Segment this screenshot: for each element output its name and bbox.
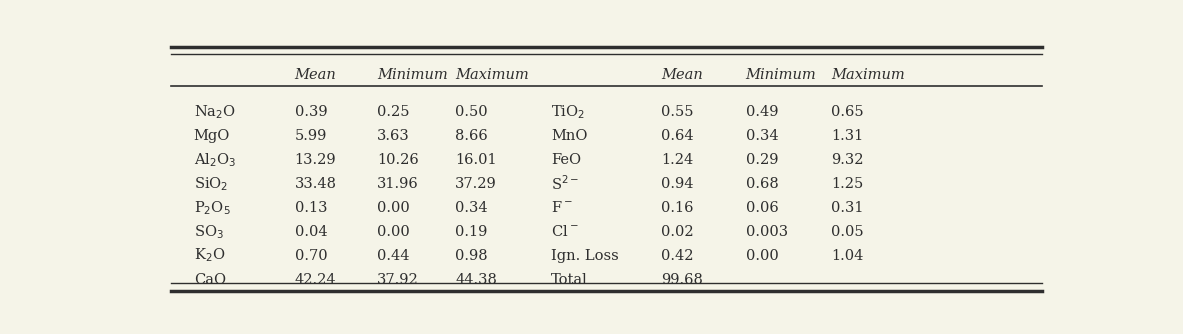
Text: 0.29: 0.29 <box>745 153 778 167</box>
Text: 37.92: 37.92 <box>377 273 419 287</box>
Text: 0.00: 0.00 <box>377 201 409 215</box>
Text: 0.68: 0.68 <box>745 177 778 191</box>
Text: 16.01: 16.01 <box>455 153 497 167</box>
Text: 0.04: 0.04 <box>295 225 328 239</box>
Text: 13.29: 13.29 <box>295 153 336 167</box>
Text: Na$_2$O: Na$_2$O <box>194 103 235 121</box>
Text: 0.55: 0.55 <box>661 105 693 119</box>
Text: 0.42: 0.42 <box>661 248 693 263</box>
Text: 0.003: 0.003 <box>745 225 788 239</box>
Text: 0.44: 0.44 <box>377 248 409 263</box>
Text: 0.98: 0.98 <box>455 248 487 263</box>
Text: 0.19: 0.19 <box>455 225 487 239</box>
Text: Cl$^-$: Cl$^-$ <box>551 224 578 239</box>
Text: Maximum: Maximum <box>830 68 905 82</box>
Text: P$_2$O$_5$: P$_2$O$_5$ <box>194 199 231 217</box>
Text: 0.94: 0.94 <box>661 177 693 191</box>
Text: 0.34: 0.34 <box>455 201 487 215</box>
Text: 0.00: 0.00 <box>745 248 778 263</box>
Text: 0.64: 0.64 <box>661 129 694 143</box>
Text: 42.24: 42.24 <box>295 273 336 287</box>
Text: Mean: Mean <box>661 68 703 82</box>
Text: 37.29: 37.29 <box>455 177 497 191</box>
Text: 0.25: 0.25 <box>377 105 409 119</box>
Text: SO$_3$: SO$_3$ <box>194 223 224 240</box>
Text: Minimum: Minimum <box>377 68 448 82</box>
Text: 0.31: 0.31 <box>830 201 864 215</box>
Text: 0.16: 0.16 <box>661 201 693 215</box>
Text: Total: Total <box>551 273 588 287</box>
Text: 8.66: 8.66 <box>455 129 487 143</box>
Text: Ign. Loss: Ign. Loss <box>551 248 619 263</box>
Text: 0.34: 0.34 <box>745 129 778 143</box>
Text: F$^-$: F$^-$ <box>551 200 573 215</box>
Text: 10.26: 10.26 <box>377 153 419 167</box>
Text: K$_2$O: K$_2$O <box>194 247 225 265</box>
Text: 99.68: 99.68 <box>661 273 703 287</box>
Text: MnO: MnO <box>551 129 588 143</box>
Text: 44.38: 44.38 <box>455 273 497 287</box>
Text: S$^{2-}$: S$^{2-}$ <box>551 174 580 193</box>
Text: 0.06: 0.06 <box>745 201 778 215</box>
Text: 0.49: 0.49 <box>745 105 778 119</box>
Text: FeO: FeO <box>551 153 581 167</box>
Text: 9.32: 9.32 <box>830 153 864 167</box>
Text: 0.00: 0.00 <box>377 225 409 239</box>
Text: Minimum: Minimum <box>745 68 816 82</box>
Text: 0.05: 0.05 <box>830 225 864 239</box>
Text: 3.63: 3.63 <box>377 129 409 143</box>
Text: 0.50: 0.50 <box>455 105 487 119</box>
Text: 1.24: 1.24 <box>661 153 693 167</box>
Text: 0.65: 0.65 <box>830 105 864 119</box>
Text: 0.70: 0.70 <box>295 248 328 263</box>
Text: 5.99: 5.99 <box>295 129 327 143</box>
Text: Mean: Mean <box>295 68 336 82</box>
Text: Al$_2$O$_3$: Al$_2$O$_3$ <box>194 151 235 169</box>
Text: SiO$_2$: SiO$_2$ <box>194 175 228 193</box>
Text: 1.25: 1.25 <box>830 177 864 191</box>
Text: CaO: CaO <box>194 273 226 287</box>
Text: TiO$_2$: TiO$_2$ <box>551 103 586 121</box>
Text: MgO: MgO <box>194 129 230 143</box>
Text: 1.04: 1.04 <box>830 248 864 263</box>
Text: 31.96: 31.96 <box>377 177 419 191</box>
Text: 0.39: 0.39 <box>295 105 328 119</box>
Text: Maximum: Maximum <box>455 68 529 82</box>
Text: 0.13: 0.13 <box>295 201 327 215</box>
Text: 0.02: 0.02 <box>661 225 694 239</box>
Text: 33.48: 33.48 <box>295 177 337 191</box>
Text: 1.31: 1.31 <box>830 129 864 143</box>
